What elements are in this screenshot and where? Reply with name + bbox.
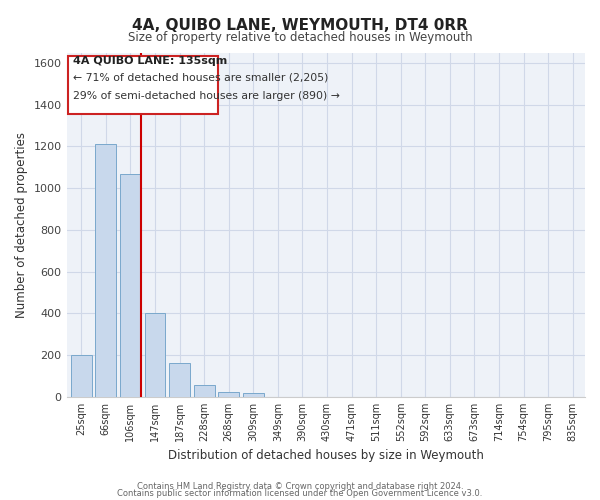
Text: 29% of semi-detached houses are larger (890) →: 29% of semi-detached houses are larger (… xyxy=(73,92,340,102)
Text: ← 71% of detached houses are smaller (2,205): ← 71% of detached houses are smaller (2,… xyxy=(73,72,328,83)
Text: 4A, QUIBO LANE, WEYMOUTH, DT4 0RR: 4A, QUIBO LANE, WEYMOUTH, DT4 0RR xyxy=(132,18,468,32)
Bar xyxy=(194,386,215,397)
Text: 4A QUIBO LANE: 135sqm: 4A QUIBO LANE: 135sqm xyxy=(73,56,227,66)
Bar xyxy=(169,364,190,397)
Bar xyxy=(95,144,116,397)
FancyBboxPatch shape xyxy=(68,56,218,114)
Bar xyxy=(71,355,92,397)
Text: Size of property relative to detached houses in Weymouth: Size of property relative to detached ho… xyxy=(128,31,472,44)
Bar xyxy=(145,314,166,397)
Bar xyxy=(120,174,141,397)
Bar xyxy=(243,393,264,397)
X-axis label: Distribution of detached houses by size in Weymouth: Distribution of detached houses by size … xyxy=(168,450,484,462)
Text: Contains public sector information licensed under the Open Government Licence v3: Contains public sector information licen… xyxy=(118,489,482,498)
Bar xyxy=(218,392,239,397)
Text: Contains HM Land Registry data © Crown copyright and database right 2024.: Contains HM Land Registry data © Crown c… xyxy=(137,482,463,491)
Y-axis label: Number of detached properties: Number of detached properties xyxy=(15,132,28,318)
